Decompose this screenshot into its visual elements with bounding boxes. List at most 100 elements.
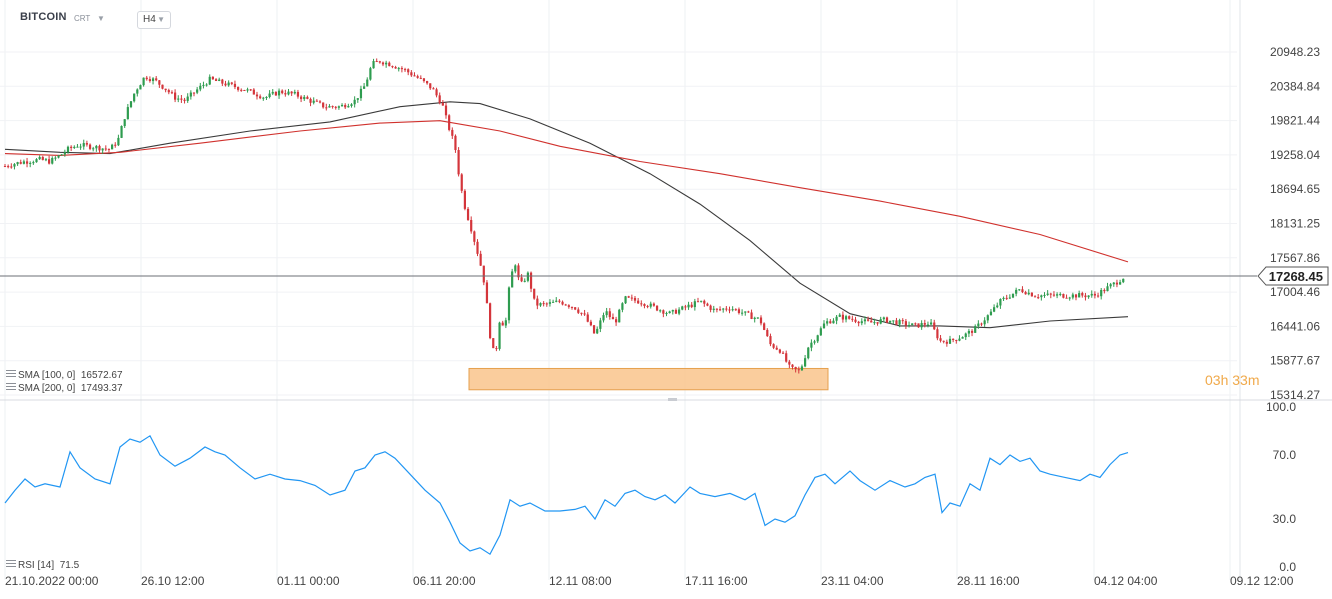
candle-down <box>1021 289 1024 293</box>
price-tick-label: 18131.25 <box>1270 217 1320 231</box>
candle-up <box>186 96 189 101</box>
candle-down <box>252 89 255 95</box>
candle-down <box>750 312 753 319</box>
candle-down <box>542 303 545 305</box>
candle-up <box>624 296 627 304</box>
candle-down <box>574 307 577 310</box>
candle-down <box>460 174 463 191</box>
candle-down <box>435 89 438 96</box>
candle-down <box>7 166 10 168</box>
candle-down <box>3 166 7 168</box>
candle-up <box>907 325 911 327</box>
candle-down <box>413 75 416 77</box>
candle-up <box>756 317 759 319</box>
candle-down <box>489 303 492 339</box>
candle-up <box>287 91 290 95</box>
candle-up <box>804 358 807 367</box>
candle-down <box>448 115 451 130</box>
candle-up <box>277 90 281 96</box>
candle-down <box>674 309 678 314</box>
candle-up <box>526 272 529 281</box>
candle-down <box>114 144 117 146</box>
candle-up <box>199 85 202 90</box>
candle-down <box>309 98 312 103</box>
sma100-value: 16572.67 <box>80 370 123 381</box>
pane-resize-handle <box>668 398 677 401</box>
candle-up <box>816 335 819 342</box>
candle-down <box>841 314 844 320</box>
menu-icon[interactable] <box>6 370 16 378</box>
indicator-legend-rsi[interactable]: RSI [14] 71.5 <box>6 560 79 571</box>
menu-icon[interactable] <box>6 560 16 568</box>
candle-up <box>397 68 400 70</box>
candle-up <box>958 338 961 341</box>
candle-down <box>281 90 284 94</box>
candle-up <box>800 366 804 371</box>
candle-down <box>696 301 700 303</box>
time-tick-label: 01.11 00:00 <box>277 574 340 588</box>
candle-down <box>718 309 722 311</box>
menu-icon[interactable] <box>6 383 16 391</box>
candle-down <box>851 318 854 320</box>
candle-down <box>315 100 318 102</box>
candle-down <box>829 321 832 324</box>
candle-down <box>630 297 633 299</box>
candle-down <box>155 78 158 81</box>
candle-up <box>1018 289 1021 291</box>
candle-up <box>822 323 826 329</box>
candle-up <box>1046 293 1049 295</box>
candle-up <box>693 301 696 308</box>
candle-down <box>1081 293 1084 296</box>
candle-down <box>766 329 769 337</box>
candle-up <box>1040 295 1043 298</box>
candle-up <box>507 287 511 321</box>
candle-up <box>826 321 829 324</box>
candle-down <box>536 298 539 306</box>
price-tick-label: 19821.44 <box>1270 114 1320 128</box>
candle-down <box>158 80 161 85</box>
candle-down <box>274 91 277 96</box>
candle-up <box>678 309 681 314</box>
candle-down <box>759 317 763 324</box>
candle-down <box>867 319 870 321</box>
candle-down <box>164 88 167 91</box>
symbol-title: BITCOIN <box>20 11 67 23</box>
candle-down <box>933 322 936 330</box>
candle-up <box>1100 289 1103 297</box>
candle-down <box>410 72 413 76</box>
candle-down <box>917 323 920 328</box>
candle-up <box>618 309 621 323</box>
candle-down <box>476 241 479 254</box>
candle-up <box>498 322 501 349</box>
candle-down <box>407 69 410 73</box>
candle-down <box>300 96 303 100</box>
price-tick-label: 15877.67 <box>1270 354 1320 368</box>
candle-up <box>73 146 76 148</box>
candle-down <box>592 325 596 334</box>
candle-down <box>214 79 218 81</box>
candle-down <box>936 329 939 339</box>
source-label[interactable]: CRT <box>74 14 91 23</box>
candle-up <box>1043 294 1046 296</box>
candle-down <box>104 148 107 150</box>
indicator-legend-sma100[interactable]: SMA [100, 0] 16572.67 <box>6 370 123 381</box>
candle-down <box>148 79 151 82</box>
candle-up <box>293 91 296 94</box>
candle-up <box>1078 293 1081 298</box>
candle-up <box>810 342 813 348</box>
candle-up <box>920 323 923 328</box>
timeframe-select[interactable]: H4 ▼ <box>137 11 171 29</box>
candle-up <box>813 341 816 343</box>
candle-down <box>797 369 800 371</box>
candle-down <box>942 340 945 342</box>
candle-down <box>441 102 444 106</box>
candle-up <box>511 271 514 288</box>
indicator-legend-sma200[interactable]: SMA [200, 0] 17493.37 <box>6 383 123 394</box>
chevron-down-icon[interactable]: ▼ <box>97 14 105 23</box>
candle-up <box>82 143 85 147</box>
candle-down <box>501 322 504 326</box>
candle-up <box>681 306 684 310</box>
candle-down <box>655 305 659 311</box>
rsi-value: 71.5 <box>59 560 80 571</box>
